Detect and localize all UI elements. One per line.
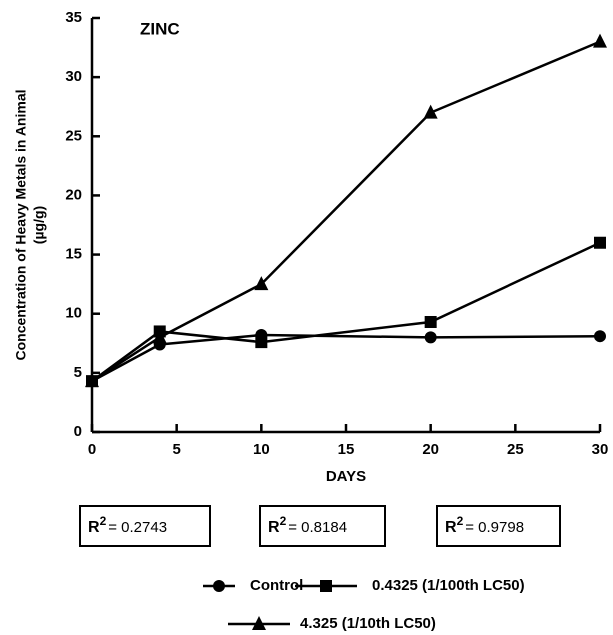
annotation-text: = 0.9798	[465, 519, 524, 536]
annotation-sup: 2	[100, 514, 107, 528]
marker	[594, 330, 606, 343]
annotation: R2 = 0.2743	[88, 514, 167, 536]
y-tick-label: 15	[65, 246, 82, 263]
x-tick-label: 15	[338, 441, 355, 458]
y-tick-label: 30	[65, 68, 82, 85]
legend-label: 0.4325 (1/100th LC50)	[372, 577, 525, 594]
annotation-sup: 2	[457, 514, 464, 528]
annotation-base: R	[268, 519, 280, 536]
x-axis-label: DAYS	[326, 468, 366, 485]
marker	[254, 276, 269, 291]
annotation: R2 = 0.8184	[268, 514, 347, 536]
x-tick-label: 0	[88, 441, 96, 458]
y-tick-label: 20	[65, 186, 82, 203]
marker	[152, 329, 167, 344]
annotation-text: = 0.2743	[108, 519, 167, 536]
annotation-sup: 2	[280, 514, 287, 528]
y-tick-label: 10	[65, 305, 82, 322]
legend-label: 4.325 (1/10th LC50)	[300, 615, 436, 632]
annotation-base: R	[88, 519, 100, 536]
legend-label: Control	[250, 577, 303, 594]
y-axis-label: Concentration of Heavy Metals in Animal	[13, 90, 29, 361]
y-axis-unit: (µg/g)	[31, 206, 47, 244]
x-tick-label: 30	[592, 441, 609, 458]
marker	[594, 236, 606, 249]
series-line	[91, 40, 601, 383]
x-tick-label: 10	[253, 441, 270, 458]
y-tick-label: 5	[74, 364, 82, 381]
marker	[593, 33, 607, 48]
x-tick-label: 20	[422, 441, 439, 458]
annotation-box	[79, 505, 211, 547]
chart-title: ZINC	[140, 19, 180, 38]
marker	[85, 373, 99, 388]
marker	[424, 315, 437, 328]
annotation: R2 = 0.9798	[445, 514, 524, 536]
marker	[320, 580, 332, 592]
marker	[252, 616, 266, 630]
series-line	[91, 333, 601, 383]
annotation-base: R	[445, 519, 457, 536]
annotation-text: = 0.8184	[288, 519, 347, 536]
marker	[213, 580, 225, 592]
marker	[255, 336, 268, 349]
annotation-box	[436, 505, 561, 547]
y-tick-label: 35	[65, 9, 82, 26]
marker	[424, 331, 437, 344]
annotation-box	[259, 505, 386, 547]
x-tick-label: 25	[507, 441, 524, 458]
x-tick-label: 5	[172, 441, 180, 458]
marker	[423, 104, 438, 119]
y-tick-label: 25	[65, 127, 82, 144]
y-tick-label: 0	[74, 423, 82, 440]
series-line	[91, 241, 601, 383]
